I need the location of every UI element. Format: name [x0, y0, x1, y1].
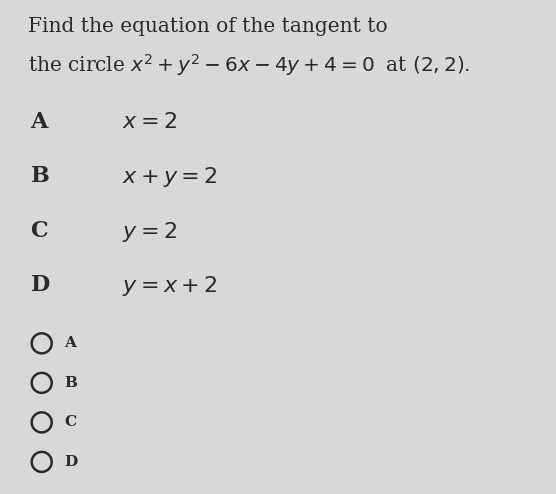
Text: A: A [64, 336, 76, 350]
Text: Find the equation of the tangent to: Find the equation of the tangent to [28, 17, 388, 36]
Text: C: C [31, 220, 48, 242]
Text: $y = x + 2$: $y = x + 2$ [122, 274, 218, 298]
Text: $x + y = 2$: $x + y = 2$ [122, 165, 218, 190]
Text: B: B [31, 165, 49, 188]
Text: the circle $x^2 + y^2 - 6x - 4y + 4 = 0\;$ at $(2,2).$: the circle $x^2 + y^2 - 6x - 4y + 4 = 0\… [28, 52, 470, 78]
Text: $y = 2$: $y = 2$ [122, 220, 177, 244]
Text: B: B [64, 376, 77, 390]
Text: A: A [31, 111, 48, 133]
Text: $x = 2$: $x = 2$ [122, 111, 177, 133]
Text: D: D [64, 455, 77, 469]
Text: C: C [64, 415, 76, 429]
Text: D: D [31, 274, 50, 296]
